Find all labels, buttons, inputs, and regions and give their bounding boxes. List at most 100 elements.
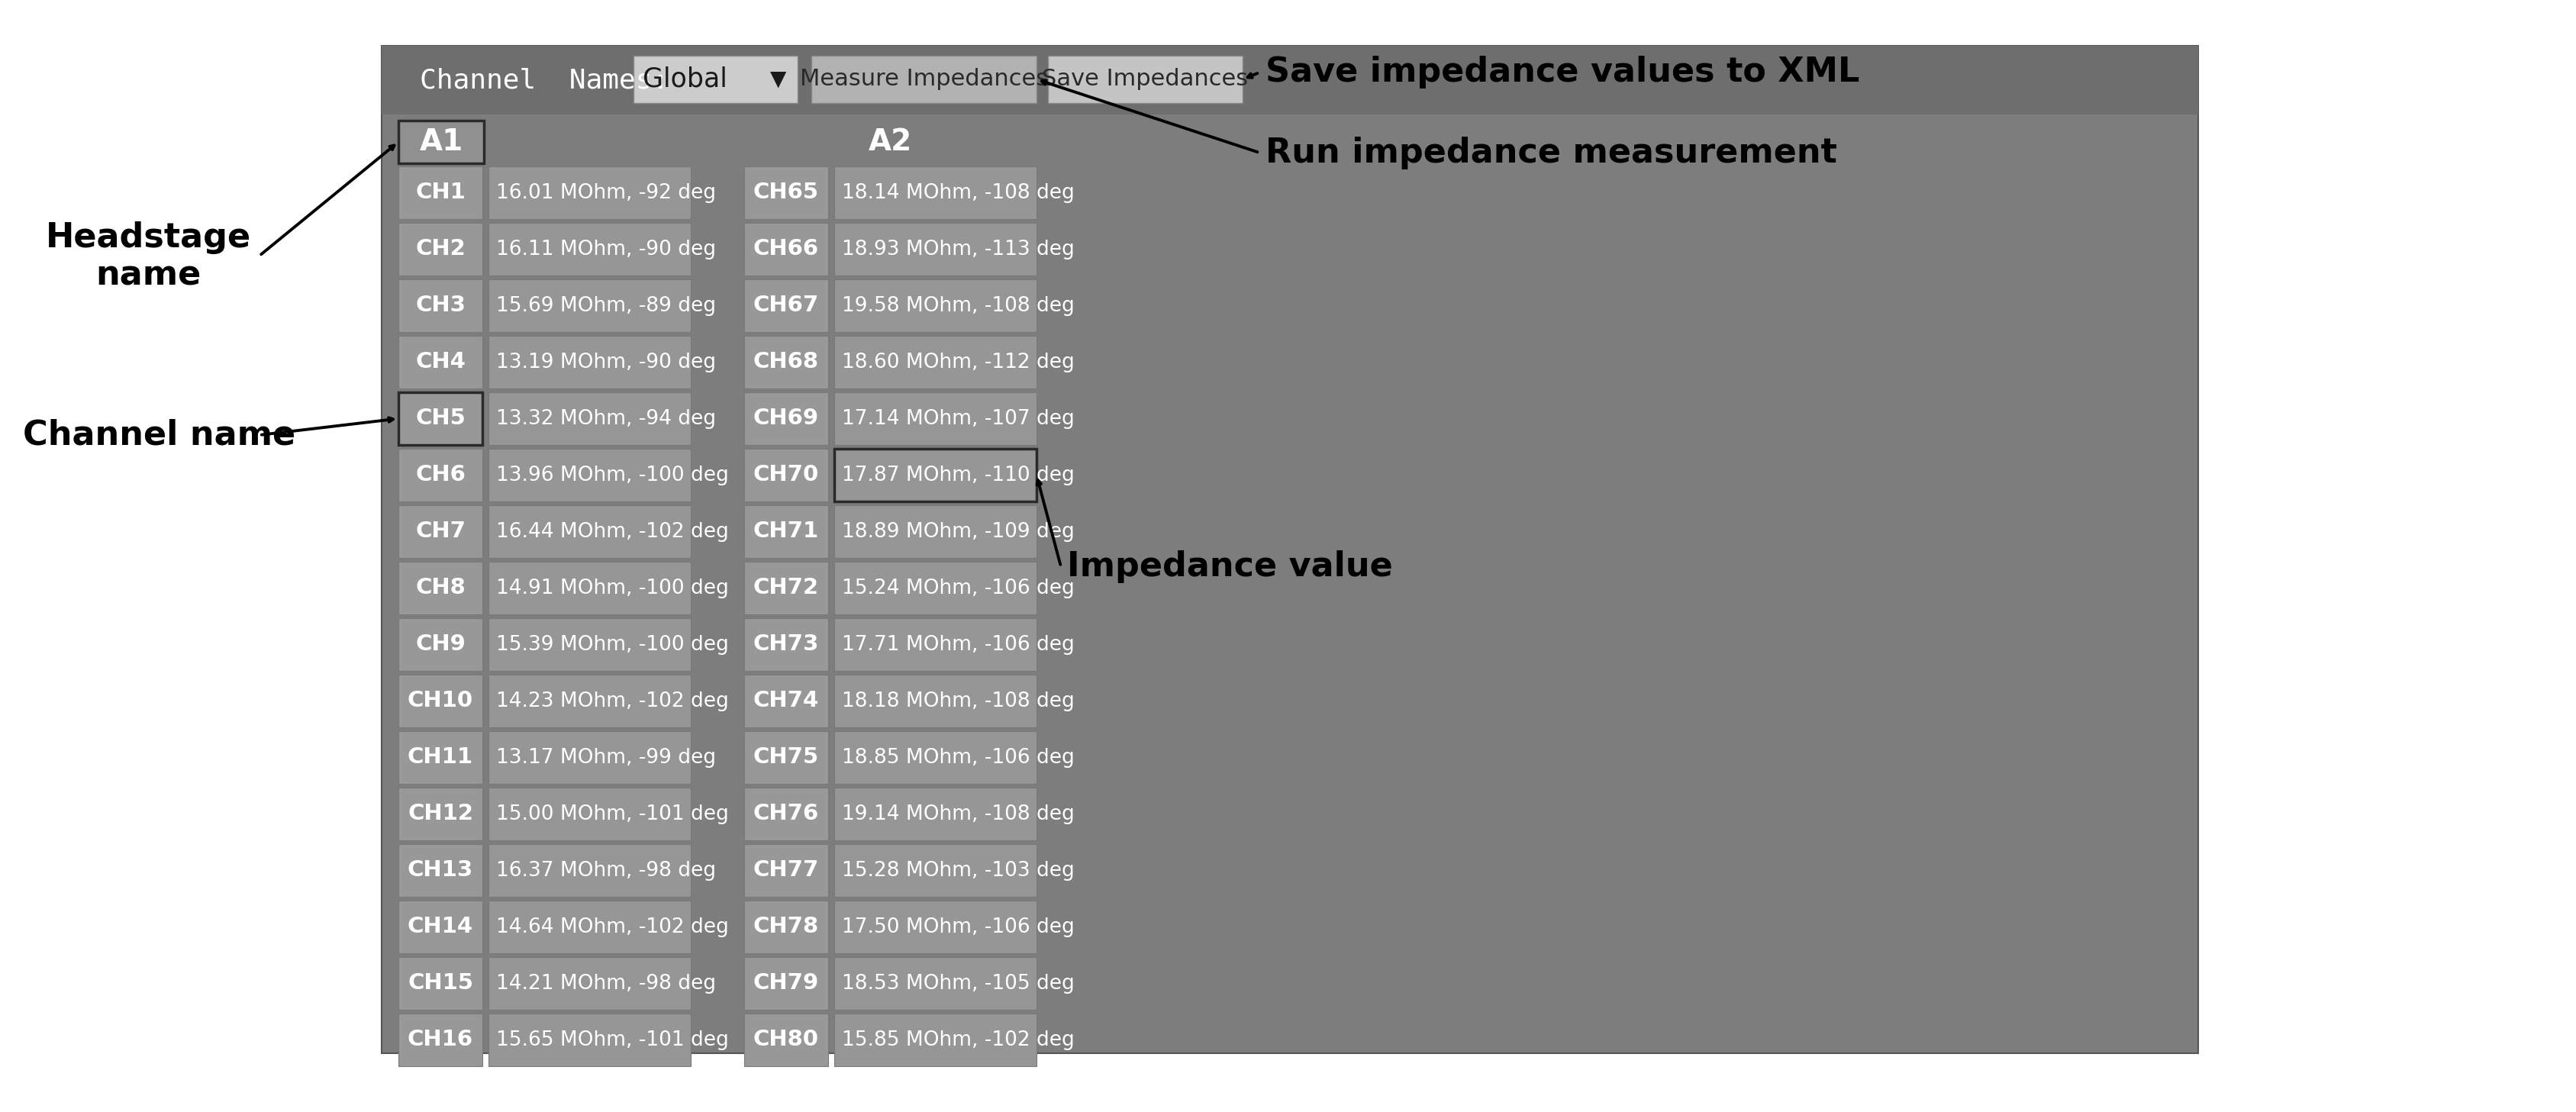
Text: CH77: CH77 bbox=[752, 860, 819, 881]
Text: 15.24 MOhm, -106 deg: 15.24 MOhm, -106 deg bbox=[842, 578, 1074, 598]
Bar bbox=[811, 56, 1036, 103]
Text: 16.37 MOhm, -98 deg: 16.37 MOhm, -98 deg bbox=[497, 861, 716, 881]
Text: 16.44 MOhm, -102 deg: 16.44 MOhm, -102 deg bbox=[497, 522, 729, 542]
Bar bbox=[835, 393, 1036, 445]
Bar bbox=[399, 222, 482, 276]
Text: 14.64 MOhm, -102 deg: 14.64 MOhm, -102 deg bbox=[497, 917, 729, 936]
Text: CH11: CH11 bbox=[407, 747, 474, 768]
Text: 18.18 MOhm, -108 deg: 18.18 MOhm, -108 deg bbox=[842, 691, 1074, 711]
Bar bbox=[489, 787, 690, 841]
Text: 17.87 MOhm, -110 deg: 17.87 MOhm, -110 deg bbox=[842, 465, 1074, 485]
Bar bbox=[489, 732, 690, 784]
Bar bbox=[399, 336, 482, 388]
Text: CH15: CH15 bbox=[407, 973, 474, 994]
Bar bbox=[744, 562, 827, 615]
Text: A1: A1 bbox=[420, 128, 464, 157]
Bar bbox=[489, 957, 690, 1010]
Bar bbox=[744, 675, 827, 727]
Bar bbox=[489, 1013, 690, 1066]
Text: 17.50 MOhm, -106 deg: 17.50 MOhm, -106 deg bbox=[842, 917, 1074, 936]
Text: CH16: CH16 bbox=[407, 1030, 474, 1051]
Bar bbox=[381, 46, 2197, 1053]
Bar bbox=[835, 505, 1036, 558]
Bar bbox=[489, 222, 690, 276]
Bar bbox=[744, 505, 827, 558]
Bar bbox=[399, 167, 482, 219]
Text: Save Impedances: Save Impedances bbox=[1043, 68, 1249, 90]
Text: 13.32 MOhm, -94 deg: 13.32 MOhm, -94 deg bbox=[497, 409, 716, 428]
Bar bbox=[744, 901, 827, 953]
Text: Save impedance values to XML: Save impedance values to XML bbox=[1265, 56, 1860, 89]
Text: CH4: CH4 bbox=[415, 351, 466, 373]
Text: 13.19 MOhm, -90 deg: 13.19 MOhm, -90 deg bbox=[497, 353, 716, 373]
Text: ▼: ▼ bbox=[770, 69, 786, 90]
Bar bbox=[744, 618, 827, 671]
Text: CH1: CH1 bbox=[415, 182, 466, 203]
Bar bbox=[835, 675, 1036, 727]
Bar bbox=[399, 618, 482, 671]
Text: 15.65 MOhm, -101 deg: 15.65 MOhm, -101 deg bbox=[497, 1030, 729, 1050]
Bar bbox=[835, 279, 1036, 332]
Text: 15.28 MOhm, -103 deg: 15.28 MOhm, -103 deg bbox=[842, 861, 1074, 881]
Text: Impedance value: Impedance value bbox=[1066, 550, 1394, 583]
Bar bbox=[489, 901, 690, 953]
Text: 14.91 MOhm, -100 deg: 14.91 MOhm, -100 deg bbox=[497, 578, 729, 598]
Text: CH7: CH7 bbox=[415, 520, 466, 543]
Text: 18.14 MOhm, -108 deg: 18.14 MOhm, -108 deg bbox=[842, 182, 1074, 202]
Text: 18.85 MOhm, -106 deg: 18.85 MOhm, -106 deg bbox=[842, 747, 1074, 767]
Bar bbox=[399, 787, 482, 841]
Text: Channel  Names:: Channel Names: bbox=[420, 67, 670, 93]
Text: 16.01 MOhm, -92 deg: 16.01 MOhm, -92 deg bbox=[497, 182, 716, 202]
Text: CH67: CH67 bbox=[752, 295, 819, 316]
Text: Global: Global bbox=[641, 67, 726, 92]
Text: CH76: CH76 bbox=[752, 803, 819, 825]
Text: A2: A2 bbox=[868, 128, 912, 157]
Bar bbox=[1048, 56, 1242, 103]
Bar bbox=[744, 787, 827, 841]
Text: 13.96 MOhm, -100 deg: 13.96 MOhm, -100 deg bbox=[497, 465, 729, 485]
Text: 13.17 MOhm, -99 deg: 13.17 MOhm, -99 deg bbox=[497, 747, 716, 767]
Bar bbox=[489, 675, 690, 727]
Text: CH14: CH14 bbox=[407, 916, 474, 937]
Text: 17.14 MOhm, -107 deg: 17.14 MOhm, -107 deg bbox=[842, 409, 1074, 428]
Text: CH3: CH3 bbox=[415, 295, 466, 316]
Text: 17.71 MOhm, -106 deg: 17.71 MOhm, -106 deg bbox=[842, 635, 1074, 655]
Text: Headstage
name: Headstage name bbox=[46, 221, 252, 292]
Text: 15.69 MOhm, -89 deg: 15.69 MOhm, -89 deg bbox=[497, 296, 716, 316]
Bar bbox=[399, 901, 482, 953]
Bar bbox=[399, 675, 482, 727]
Bar bbox=[835, 618, 1036, 671]
Text: CH69: CH69 bbox=[752, 408, 819, 429]
Bar bbox=[835, 167, 1036, 219]
Bar bbox=[744, 449, 827, 502]
Bar bbox=[399, 732, 482, 784]
Bar bbox=[399, 449, 482, 502]
Bar bbox=[634, 56, 799, 103]
Text: 14.21 MOhm, -98 deg: 14.21 MOhm, -98 deg bbox=[497, 973, 716, 993]
Bar bbox=[399, 957, 482, 1010]
Text: CH70: CH70 bbox=[752, 465, 819, 486]
Bar bbox=[744, 1013, 827, 1066]
Bar bbox=[399, 1013, 482, 1066]
Text: CH80: CH80 bbox=[752, 1030, 819, 1051]
Bar bbox=[399, 505, 482, 558]
Text: CH75: CH75 bbox=[752, 747, 819, 768]
Bar bbox=[744, 279, 827, 332]
Text: 16.11 MOhm, -90 deg: 16.11 MOhm, -90 deg bbox=[497, 239, 716, 259]
Bar bbox=[835, 901, 1036, 953]
Bar bbox=[381, 46, 2197, 115]
Bar bbox=[489, 505, 690, 558]
Text: CH74: CH74 bbox=[752, 691, 819, 712]
Text: Channel name: Channel name bbox=[23, 418, 296, 451]
Bar bbox=[489, 167, 690, 219]
Bar bbox=[835, 732, 1036, 784]
Bar bbox=[399, 844, 482, 896]
Text: CH12: CH12 bbox=[407, 803, 474, 825]
Text: 15.39 MOhm, -100 deg: 15.39 MOhm, -100 deg bbox=[497, 635, 729, 655]
Text: Measure Impedances: Measure Impedances bbox=[799, 68, 1048, 90]
Text: 15.85 MOhm, -102 deg: 15.85 MOhm, -102 deg bbox=[842, 1030, 1074, 1050]
Bar bbox=[489, 336, 690, 388]
Bar bbox=[835, 336, 1036, 388]
Bar bbox=[489, 393, 690, 445]
Text: 14.23 MOhm, -102 deg: 14.23 MOhm, -102 deg bbox=[497, 691, 729, 711]
